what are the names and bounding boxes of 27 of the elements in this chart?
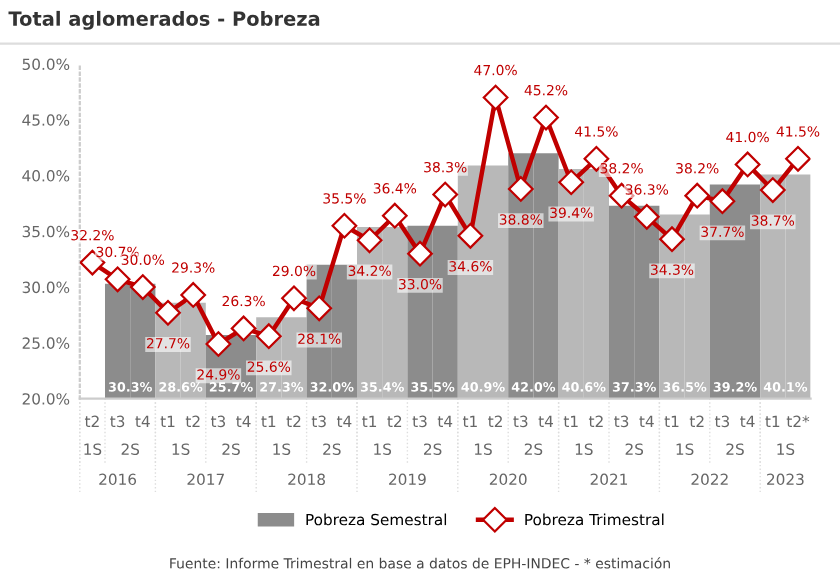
point	[230, 315, 257, 342]
point	[255, 323, 282, 350]
point	[759, 177, 786, 203]
point	[533, 104, 559, 131]
point	[734, 151, 761, 178]
point	[155, 299, 181, 326]
point	[381, 202, 408, 229]
point	[507, 176, 534, 202]
point	[684, 182, 711, 209]
point	[306, 295, 333, 322]
chart-title: Total aglomerados - Pobreza	[8, 10, 320, 30]
point	[180, 282, 207, 308]
point	[205, 331, 232, 357]
point	[558, 169, 585, 196]
point	[281, 285, 307, 312]
point	[104, 266, 131, 293]
point	[432, 181, 459, 208]
point	[457, 222, 484, 249]
point	[407, 240, 433, 267]
point	[331, 212, 358, 239]
point	[356, 227, 383, 254]
point	[709, 188, 736, 215]
point	[482, 84, 509, 111]
point	[659, 226, 685, 253]
point	[633, 203, 660, 230]
point	[129, 274, 156, 301]
point	[785, 145, 811, 172]
